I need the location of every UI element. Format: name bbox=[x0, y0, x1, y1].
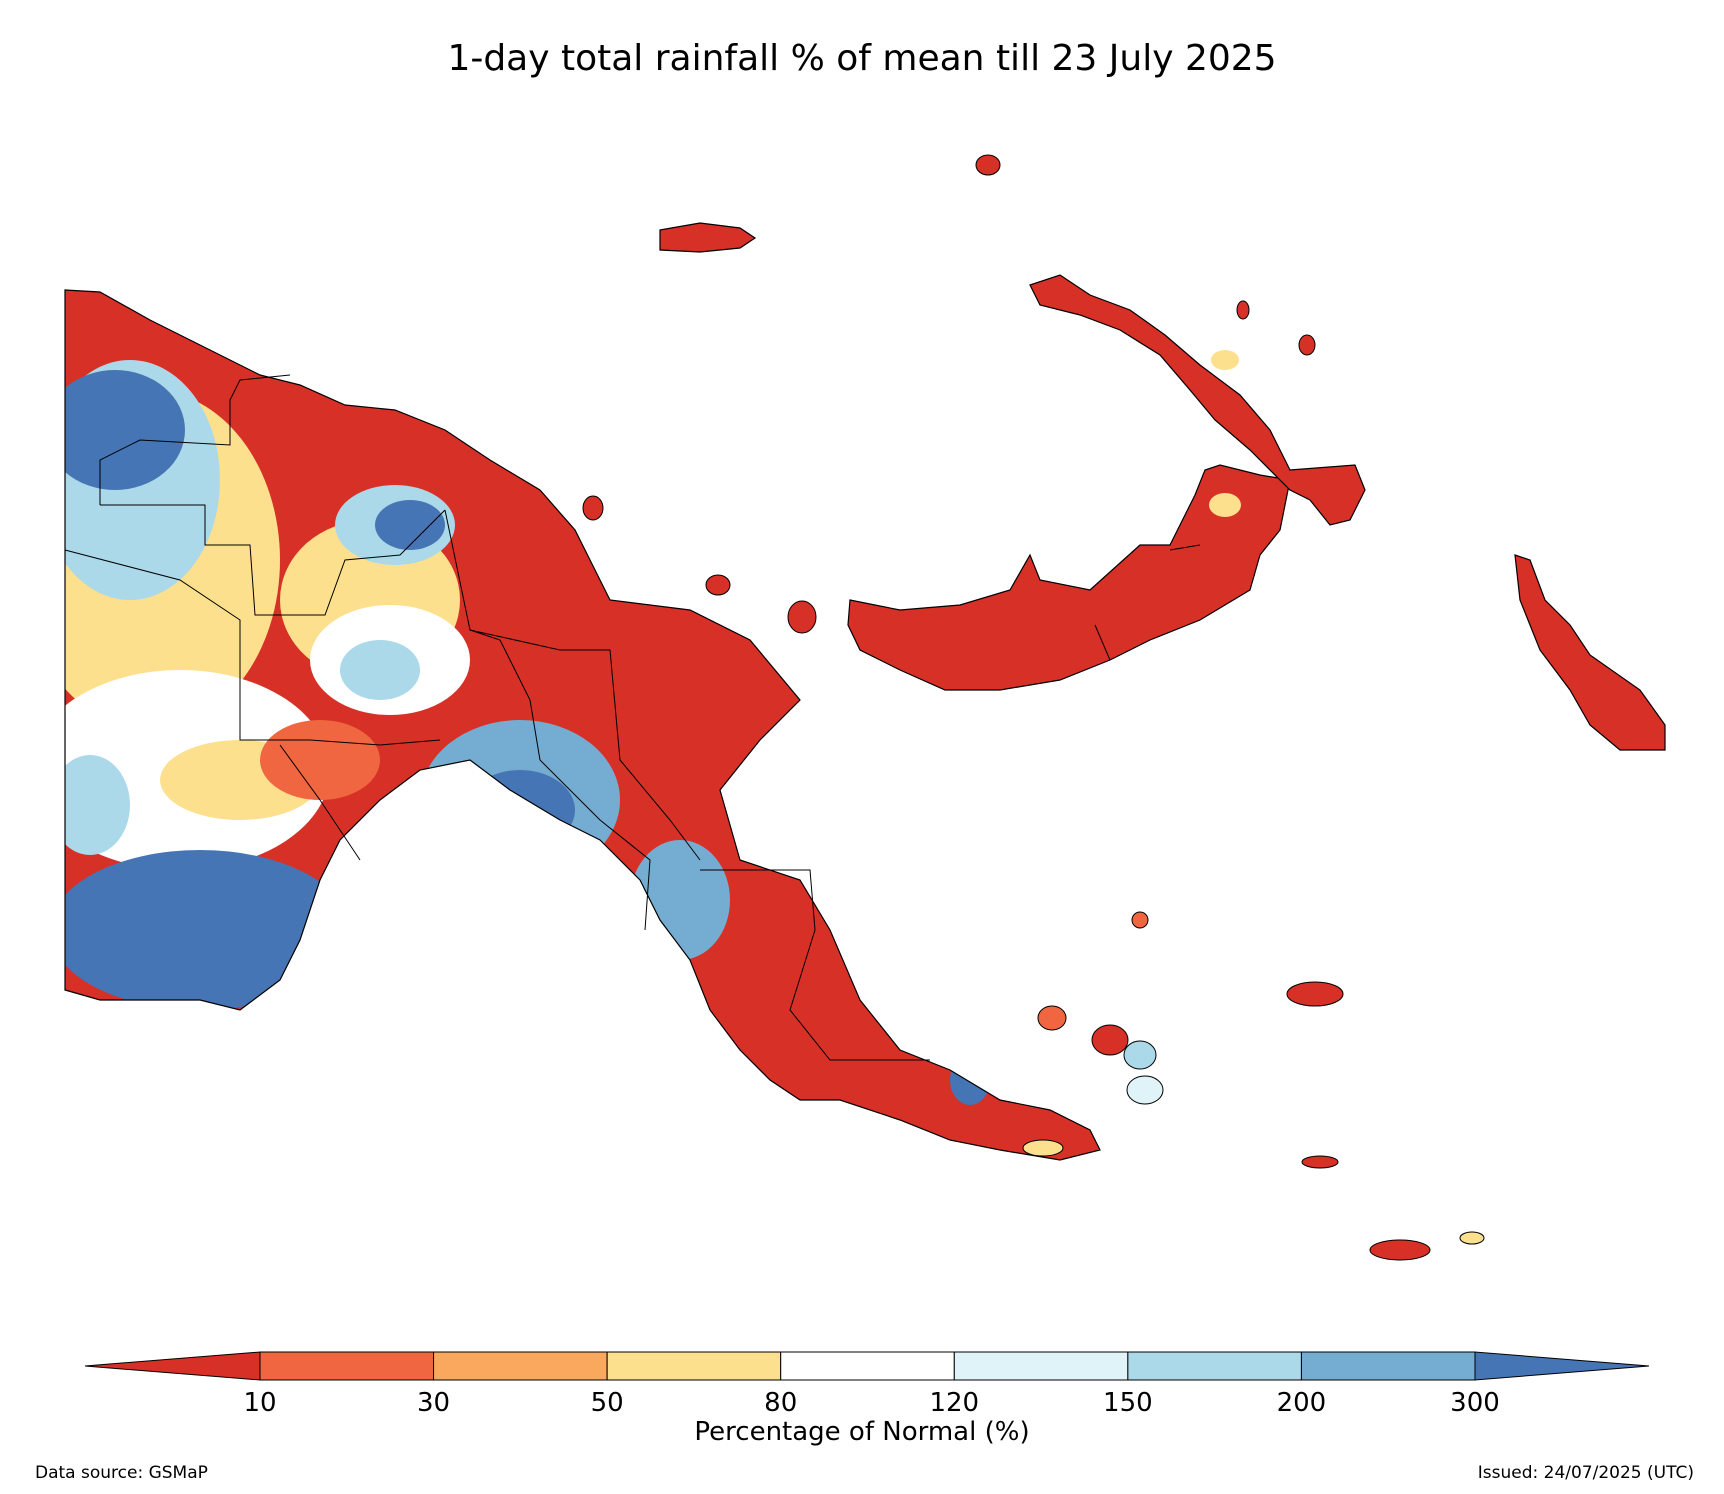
colorbar-over-arrow bbox=[1474, 1351, 1650, 1381]
colorbar-tick-label: 30 bbox=[417, 1388, 451, 1418]
boundary-line bbox=[539, 759, 651, 931]
island bbox=[787, 600, 817, 634]
colorbar-box bbox=[780, 1351, 955, 1381]
south-dry-patch bbox=[260, 720, 380, 800]
colorbar-tick-label: 300 bbox=[1450, 1388, 1500, 1418]
new-ireland bbox=[1029, 274, 1366, 526]
island bbox=[1286, 981, 1344, 1007]
small-islands bbox=[582, 154, 1485, 1261]
new-britain-boundary bbox=[1094, 544, 1201, 661]
mainland bbox=[65, 290, 1100, 1160]
boundary-line bbox=[279, 744, 361, 861]
colorbar-box bbox=[1300, 1351, 1476, 1381]
colorbar-tick-label: 120 bbox=[929, 1388, 980, 1418]
highlands-wet bbox=[375, 500, 445, 550]
colorbar-title: Percentage of Normal (%) bbox=[694, 1417, 1030, 1447]
island bbox=[1298, 334, 1316, 356]
west-wet-patch bbox=[65, 755, 130, 855]
island bbox=[705, 574, 731, 596]
island bbox=[1126, 1075, 1164, 1105]
gulf-wet bbox=[420, 720, 620, 880]
north-west-wet bbox=[65, 370, 185, 490]
boundary-line bbox=[99, 374, 291, 505]
south-west-wet bbox=[65, 850, 350, 1010]
island bbox=[1131, 911, 1149, 929]
colorbar-box bbox=[1127, 1351, 1302, 1381]
island bbox=[1091, 1024, 1129, 1056]
boundary-line bbox=[469, 629, 701, 861]
island bbox=[1236, 300, 1250, 320]
boundary-line bbox=[444, 509, 541, 761]
island bbox=[1022, 1139, 1064, 1157]
data-source: Data source: GSMaP bbox=[35, 1463, 208, 1483]
new-britain-dry-patch bbox=[1209, 493, 1241, 517]
new-ireland-dry-patch bbox=[1211, 350, 1239, 370]
province-boundaries bbox=[64, 374, 930, 1061]
island bbox=[1037, 1005, 1067, 1031]
colorbar bbox=[84, 1351, 1650, 1381]
colorbar-tick-label: 150 bbox=[1103, 1388, 1153, 1418]
map-title: 1-day total rainfall % of mean till 23 J… bbox=[447, 38, 1277, 79]
colorbar-box bbox=[606, 1351, 782, 1381]
boundary-line bbox=[700, 869, 930, 1061]
central-south-wet bbox=[630, 840, 730, 960]
colorbar-tick-label: 80 bbox=[764, 1388, 798, 1418]
gulf-wet-core bbox=[465, 770, 575, 850]
island bbox=[1301, 1155, 1339, 1169]
mainland-coastline bbox=[64, 289, 1101, 1161]
issued-date: Issued: 24/07/2025 (UTC) bbox=[1477, 1463, 1694, 1483]
colorbar-box bbox=[433, 1351, 608, 1381]
boundary-line bbox=[64, 549, 441, 746]
colorbar-box bbox=[953, 1351, 1129, 1381]
island bbox=[582, 495, 604, 521]
island bbox=[1123, 1040, 1157, 1070]
colorbar-tick-label: 50 bbox=[590, 1388, 624, 1418]
island bbox=[1369, 1239, 1431, 1261]
central-wet-patch bbox=[340, 640, 420, 700]
colorbar-tick-label: 10 bbox=[243, 1388, 277, 1418]
colorbar-under-arrow bbox=[84, 1351, 261, 1381]
island bbox=[1459, 1231, 1485, 1245]
boundary-line bbox=[100, 504, 446, 616]
colorbar-tick-label: 200 bbox=[1276, 1388, 1327, 1418]
east-wet-patch bbox=[950, 1055, 990, 1105]
bougainville bbox=[1514, 554, 1666, 751]
colorbar-box bbox=[259, 1351, 435, 1381]
island bbox=[975, 154, 1001, 176]
manus-island bbox=[659, 222, 757, 253]
